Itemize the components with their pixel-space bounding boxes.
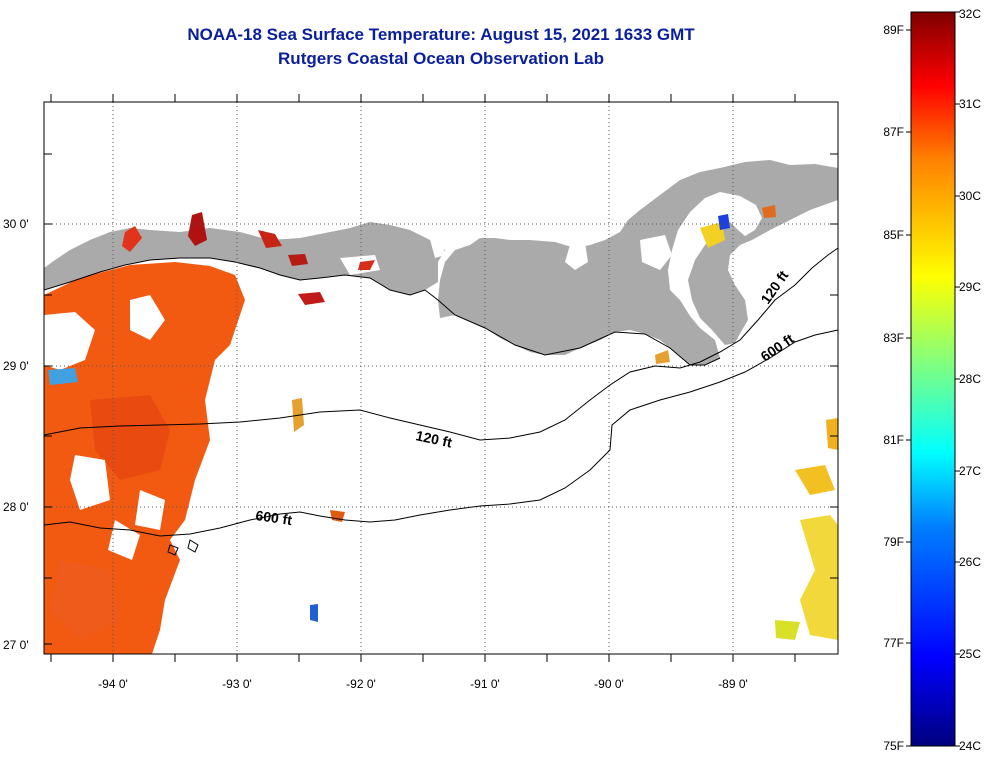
lat-label: 28 0' — [3, 500, 29, 514]
colorbar-fahrenheit-label: 77F — [883, 636, 904, 650]
yellow-patch — [795, 465, 835, 495]
colorbar-celsius-label: 25C — [959, 647, 981, 661]
lake — [565, 242, 588, 270]
yellow-patch — [800, 515, 838, 640]
pixel-cluster — [655, 350, 670, 364]
coastline — [44, 257, 721, 366]
grid-lines — [44, 102, 838, 654]
contour-label: 600 ft — [255, 507, 294, 528]
warm-bay — [298, 292, 325, 305]
lon-label: -90 0' — [594, 677, 624, 691]
contour-120ft-west — [43, 247, 839, 441]
colorbar-fahrenheit-label: 89F — [883, 23, 904, 37]
colorbar-celsius-label: 29C — [959, 280, 981, 294]
lon-label: -91 0' — [470, 677, 500, 691]
warm-bay — [288, 254, 308, 266]
pixel-cluster — [48, 368, 78, 385]
colorbar-celsius-label: 24C — [959, 739, 981, 753]
lake — [555, 170, 625, 222]
lon-label: -89 0' — [718, 677, 748, 691]
colorbar-celsius-label: 26C — [959, 555, 981, 569]
cloud-gap — [130, 295, 165, 340]
colorbar-celsius-label: 28C — [959, 372, 981, 386]
yellow-patch — [826, 418, 838, 450]
colorbar-celsius-label: 27C — [959, 464, 981, 478]
lake — [640, 235, 672, 270]
colorbar-celsius-label: 30C — [959, 189, 981, 203]
colorbar-ticks — [906, 11, 960, 747]
warm-water-patch — [90, 395, 170, 480]
colorbar-celsius-label: 32C — [959, 7, 981, 21]
colorbar-celsius-label: 31C — [959, 97, 981, 111]
lat-label: 30 0' — [3, 217, 29, 231]
colorbar-fahrenheit-label: 83F — [883, 331, 904, 345]
tick-marks — [44, 94, 838, 662]
yellow-patch — [775, 620, 800, 640]
cloud-gap — [70, 455, 110, 510]
map-title: NOAA-18 Sea Surface Temperature: August … — [187, 25, 695, 44]
bathymetry-contours — [43, 247, 839, 556]
contour-600ft-west — [43, 329, 839, 537]
warm-bay — [358, 260, 375, 270]
pixel-cluster — [310, 604, 318, 622]
lake — [428, 232, 445, 258]
cloud-gap — [44, 312, 95, 370]
pixel-cluster — [762, 205, 776, 218]
lat-label: 29 0' — [3, 359, 29, 373]
contour-600ft-loop — [167, 544, 179, 556]
warm-bay — [188, 212, 207, 246]
lon-label: -94 0' — [98, 677, 128, 691]
colorbar-fahrenheit-label: 75F — [883, 739, 904, 753]
cloud-gap — [108, 520, 140, 560]
warm-bay — [258, 230, 282, 248]
colorbar-fahrenheit-label: 79F — [883, 535, 904, 549]
land-mass — [44, 102, 838, 365]
cool-spot — [718, 214, 730, 230]
warm-bay — [122, 226, 142, 252]
colorbar-fahrenheit-label: 81F — [883, 433, 904, 447]
map-frame — [43, 101, 839, 655]
colorbar-fahrenheit-label: 85F — [883, 228, 904, 242]
colorbar-fahrenheit-label: 87F — [883, 125, 904, 139]
cloud-gap — [135, 490, 165, 530]
warm-water-patch — [50, 560, 120, 640]
lon-label: -92 0' — [346, 677, 376, 691]
contour-600ft-loop — [187, 539, 199, 553]
cool-spot — [700, 222, 725, 248]
lon-label: -93 0' — [222, 677, 252, 691]
lake — [535, 178, 555, 200]
color-bar — [910, 11, 956, 747]
lat-label: 27 0' — [3, 638, 29, 652]
map-subtitle: Rutgers Coastal Ocean Observation Lab — [278, 49, 604, 68]
contour-label: 120 ft — [414, 427, 453, 450]
